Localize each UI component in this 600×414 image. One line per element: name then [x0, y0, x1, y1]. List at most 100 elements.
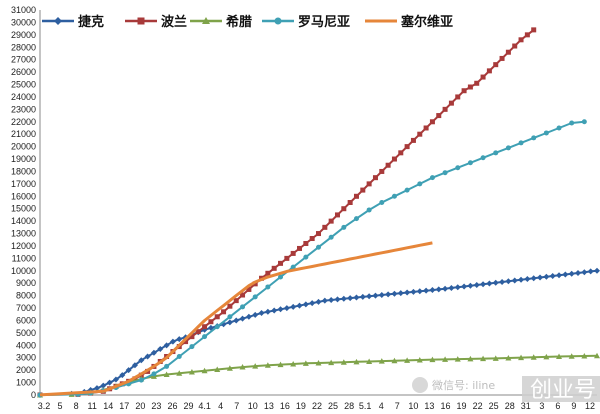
y-tick-label: 25000 — [11, 80, 36, 90]
data-point — [467, 355, 474, 362]
series-line — [39, 120, 585, 396]
data-point — [518, 354, 525, 361]
data-point — [505, 354, 512, 361]
data-point — [252, 281, 258, 287]
y-tick-label: 3000 — [16, 353, 36, 363]
data-point — [353, 216, 359, 222]
x-tick-label: 5 — [58, 401, 63, 411]
data-point — [265, 284, 271, 290]
x-tick-label: 31 — [521, 401, 531, 411]
data-point — [278, 274, 284, 280]
data-point — [245, 313, 252, 320]
data-point — [303, 254, 309, 260]
data-point — [442, 170, 448, 176]
data-point — [454, 284, 461, 291]
data-point — [341, 224, 347, 230]
y-tick-label: 23000 — [11, 104, 36, 114]
data-point — [423, 287, 430, 294]
data-point — [391, 193, 397, 199]
data-point — [340, 295, 347, 302]
data-point — [239, 315, 246, 322]
data-point — [549, 273, 556, 280]
series-1 — [37, 27, 537, 398]
data-point — [467, 84, 473, 90]
x-tick-label: 12 — [585, 401, 595, 411]
y-tick-label: 18000 — [11, 166, 36, 176]
data-point — [568, 270, 575, 277]
y-tick-label: 8000 — [16, 291, 36, 301]
legend-marker — [137, 17, 145, 25]
data-point — [321, 297, 328, 304]
x-tick-label: 16 — [440, 401, 450, 411]
y-tick-label: 11000 — [12, 253, 36, 263]
y-tick-label: 16000 — [11, 191, 36, 201]
data-point — [378, 358, 385, 364]
x-tick-label: 22 — [473, 401, 483, 411]
data-point — [524, 276, 531, 283]
data-point — [404, 289, 411, 296]
x-tick-label: 22 — [312, 401, 322, 411]
data-point — [258, 310, 265, 317]
data-point — [264, 362, 271, 368]
y-tick-label: 5000 — [16, 328, 36, 338]
series-line — [39, 241, 433, 397]
data-point — [328, 359, 335, 366]
data-point — [252, 294, 258, 300]
data-point — [505, 145, 511, 151]
data-point — [163, 371, 170, 378]
y-tick-label: 30000 — [11, 17, 36, 27]
data-point — [486, 280, 493, 287]
data-point — [530, 275, 537, 282]
data-point — [587, 268, 594, 275]
data-point — [410, 288, 417, 295]
y-tick-label: 1000 — [16, 378, 36, 388]
data-point — [416, 356, 423, 363]
data-point — [112, 376, 119, 383]
x-tick-label: 7 — [234, 401, 239, 411]
data-point — [480, 281, 487, 288]
data-point — [448, 100, 454, 106]
data-point — [278, 260, 284, 266]
data-point — [379, 200, 385, 205]
data-point — [505, 49, 511, 55]
data-point — [467, 282, 474, 289]
data-point — [499, 55, 505, 61]
data-point — [106, 379, 113, 386]
series-line — [39, 29, 535, 396]
data-point — [562, 271, 569, 278]
data-point — [138, 377, 144, 383]
data-point — [221, 309, 227, 315]
x-tick-label: 3 — [539, 401, 544, 411]
x-tick-label: 8 — [74, 401, 79, 411]
data-point — [391, 156, 397, 162]
watermark-brand: 创业号 — [530, 378, 596, 403]
data-point — [353, 294, 360, 301]
data-point — [429, 175, 435, 181]
data-point — [277, 361, 284, 368]
data-point — [195, 329, 201, 335]
data-point — [328, 234, 334, 240]
legend-item: 捷克 — [42, 14, 104, 30]
x-tick-label: 10 — [248, 401, 258, 411]
data-point — [524, 32, 530, 38]
data-point — [316, 244, 321, 250]
data-point — [594, 352, 600, 359]
data-point — [518, 37, 524, 43]
data-point — [480, 155, 486, 161]
data-point — [340, 359, 347, 365]
data-point — [353, 193, 359, 199]
data-point — [505, 278, 512, 285]
data-point — [150, 349, 157, 356]
data-point — [328, 218, 334, 224]
data-point — [486, 68, 492, 74]
y-tick-label: 4000 — [16, 340, 36, 350]
data-point — [480, 355, 487, 362]
data-point — [347, 295, 354, 302]
x-tick-label: 20 — [135, 401, 145, 411]
x-tick-label: 25 — [489, 401, 499, 411]
data-point — [227, 314, 233, 320]
data-point — [372, 175, 378, 181]
data-point — [404, 357, 411, 363]
data-point — [151, 371, 157, 377]
